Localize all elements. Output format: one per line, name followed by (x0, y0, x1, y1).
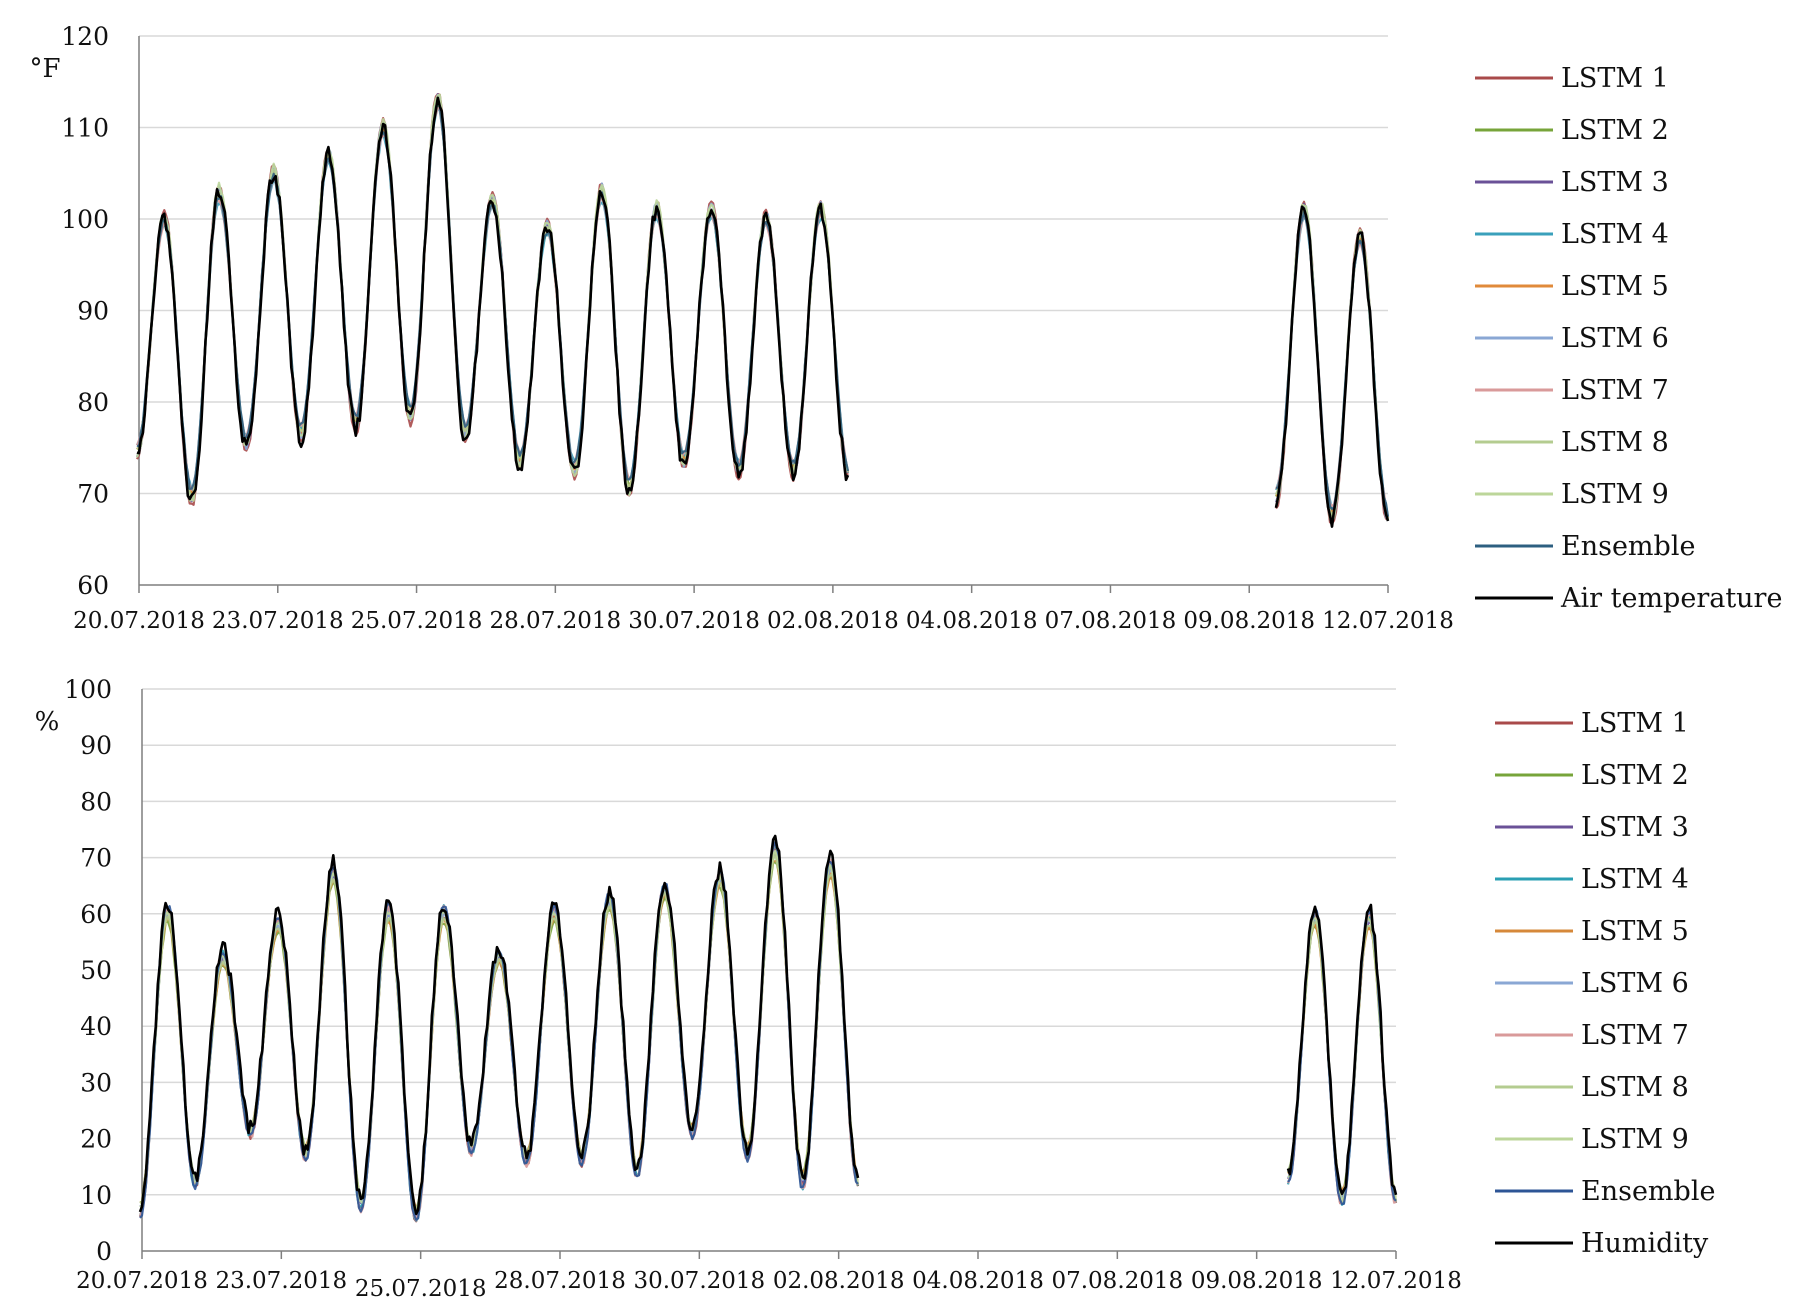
x-tick-label: 20.07.2018 (73, 608, 205, 634)
series-line-lstm-7 (138, 842, 859, 1222)
series-line-lstm-3 (139, 852, 860, 1216)
x-tick-label: 30.07.2018 (628, 608, 760, 634)
legend-label: LSTM 9 (1581, 1124, 1689, 1155)
x-tick-label: 04.08.2018 (906, 608, 1038, 634)
x-tick-label: 12.07.2018 (1330, 1268, 1462, 1294)
series-line-ensemble (1287, 906, 1397, 1206)
series-line-humidity (138, 834, 860, 1216)
series-line-lstm-7 (1275, 213, 1390, 518)
legend-label: LSTM 7 (1561, 375, 1669, 406)
legend-label: LSTM 3 (1581, 812, 1689, 843)
series-line-lstm-3 (1274, 202, 1389, 520)
legend-label: LSTM 2 (1581, 760, 1689, 791)
x-tick-label: 07.08.2018 (1051, 1268, 1183, 1294)
legend-label: LSTM 6 (1561, 323, 1669, 354)
legend-label: LSTM 1 (1581, 708, 1689, 739)
y-tick-label: 90 (77, 297, 109, 326)
x-tick-label: 12.07.2018 (1322, 608, 1454, 634)
series-line-lstm-1 (1275, 200, 1389, 525)
x-tick-label: 04.08.2018 (912, 1268, 1044, 1294)
series-line-lstm-5 (1275, 211, 1390, 519)
series-line-lstm-2 (1275, 213, 1390, 519)
series-line-lstm-9 (1275, 203, 1389, 520)
series-line-lstm-8 (1286, 921, 1398, 1202)
chart-2: 0 10 20 30 40 50 60 70 80 90 100% 20.07.2018 23.07.2… (35, 675, 1716, 1302)
series-line-lstm-6 (1275, 204, 1389, 522)
series-line-lstm-1 (1286, 913, 1398, 1205)
y-tick-label: 60 (80, 900, 112, 929)
series-line-ensemble (136, 100, 850, 490)
legend-label: LSTM 7 (1581, 1020, 1689, 1051)
series-line-lstm-1 (138, 844, 860, 1223)
y-tick-label: 90 (80, 731, 112, 760)
y-tick-label: 30 (80, 1068, 112, 1097)
legend-label: LSTM 1 (1561, 63, 1669, 94)
legend-label: Ensemble (1561, 531, 1695, 562)
y-tick-label: 10 (80, 1181, 112, 1210)
y-tick-label: 70 (80, 844, 112, 873)
series-line-ensemble (1275, 211, 1390, 517)
x-tick-label: 02.08.2018 (773, 1268, 905, 1294)
legend-label: LSTM 2 (1561, 115, 1669, 146)
series-line-lstm-9 (1287, 915, 1398, 1203)
y-tick-label: 40 (80, 1012, 112, 1041)
series-line-lstm-4 (1274, 215, 1390, 519)
x-tick-label: 09.08.2018 (1191, 1268, 1323, 1294)
series-line-lstm-2 (1287, 925, 1398, 1203)
series-line-lstm-4 (1286, 911, 1397, 1206)
y-tick-label: 80 (77, 388, 109, 417)
y-tick-label: 70 (77, 480, 109, 509)
series-line-lstm-6 (139, 851, 860, 1216)
x-tick-label: 07.08.2018 (1045, 608, 1177, 634)
series-line-humidity (1286, 903, 1398, 1196)
x-tick-label: 20.07.2018 (76, 1268, 208, 1294)
x-tick-label: 28.07.2018 (489, 608, 621, 634)
y-tick-label: 60 (77, 571, 109, 600)
legend-label: Air temperature (1560, 583, 1782, 614)
series-line-air-temperature (1274, 205, 1390, 528)
chart-1: 60 70 80 90 100 110 120°F 20.07.2018 23.07.2018 2… (29, 22, 1782, 634)
legend-label: Humidity (1581, 1228, 1709, 1259)
x-tick-label: 30.07.2018 (633, 1268, 765, 1294)
y-tick-label: 100 (64, 675, 112, 704)
x-tick-label: 09.08.2018 (1183, 608, 1315, 634)
legend-label: LSTM 3 (1561, 167, 1669, 198)
y-tick-label: 20 (80, 1125, 112, 1154)
legend-label: LSTM 9 (1561, 479, 1669, 510)
y-tick-label: 80 (80, 787, 112, 816)
y-axis-unit: °F (29, 54, 60, 84)
x-tick-label: 25.07.2018 (351, 608, 483, 634)
series-line-lstm-7 (1286, 909, 1397, 1205)
series-line-lstm-3 (1287, 919, 1398, 1203)
legend-label: LSTM 5 (1561, 271, 1669, 302)
series-line-lstm-9 (139, 850, 860, 1215)
y-tick-label: 50 (80, 956, 112, 985)
y-tick-label: 0 (96, 1237, 112, 1266)
x-tick-label: 23.07.2018 (215, 1268, 347, 1294)
y-tick-label: 110 (61, 114, 109, 143)
legend-label: LSTM 8 (1561, 427, 1669, 458)
legend-label: LSTM 8 (1581, 1072, 1689, 1103)
series-line-lstm-8 (1274, 208, 1389, 518)
x-tick-label: 02.08.2018 (767, 608, 899, 634)
legend-label: LSTM 5 (1581, 916, 1689, 947)
x-tick-label: 23.07.2018 (212, 608, 344, 634)
x-tick-label: 25.07.2018 (355, 1276, 487, 1302)
y-tick-label: 100 (61, 205, 109, 234)
series-line-lstm-4 (138, 843, 860, 1222)
series-line-ensemble (139, 841, 859, 1221)
y-tick-label: 120 (61, 22, 109, 51)
legend-label: LSTM 6 (1581, 968, 1689, 999)
legend-label: LSTM 4 (1581, 864, 1689, 895)
legend-label: LSTM 4 (1561, 219, 1669, 250)
y-axis-unit: % (35, 707, 60, 737)
series-line-lstm-5 (1287, 923, 1398, 1203)
x-tick-label: 28.07.2018 (494, 1268, 626, 1294)
series-line-lstm-6 (1286, 917, 1398, 1203)
series-line-air-temperature (136, 96, 850, 501)
legend-label: Ensemble (1581, 1176, 1715, 1207)
